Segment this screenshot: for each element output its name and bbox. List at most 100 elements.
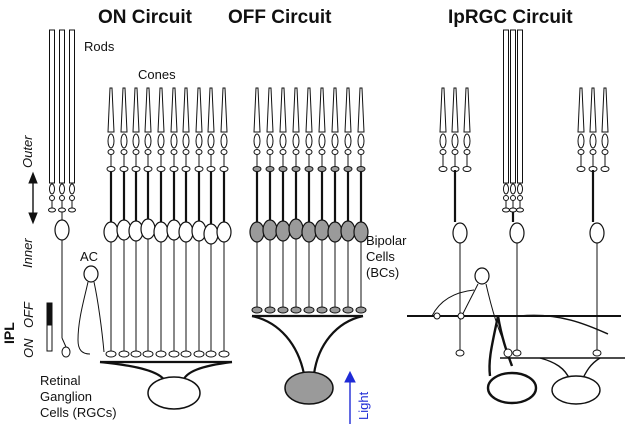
bipolar-terminal: [342, 306, 354, 314]
bipolar-terminal: [105, 350, 117, 358]
bipolar-soma: [275, 220, 291, 242]
rod-spherule: [516, 207, 524, 213]
cone-nucleus: [207, 149, 215, 155]
bipolar-terminal: [193, 350, 205, 358]
rod-inner-segment: [517, 183, 523, 195]
rod-nucleus: [503, 195, 509, 201]
iprgc-right-terminal: [592, 349, 602, 357]
rod-outer-segment: [503, 29, 509, 184]
cone-pedicle: [206, 166, 216, 172]
bipolar-soma: [249, 221, 265, 243]
bipolar-label-line3: (BCs): [366, 265, 400, 280]
bipolar-terminal: [264, 306, 276, 314]
light-label: Light: [356, 391, 371, 420]
cone-outer-segment: [182, 87, 190, 133]
cone-nucleus: [120, 149, 128, 155]
cone-outer-segment: [266, 87, 274, 133]
cone-outer-segment: [144, 87, 152, 133]
bipolar-terminal: [251, 306, 263, 314]
iprgc-synapse-3: [503, 348, 513, 358]
bipolar-soma: [153, 221, 169, 243]
cone-inner-segment: [439, 133, 447, 149]
title-off-circuit: OFF Circuit: [228, 7, 332, 28]
cone-inner-segment: [170, 133, 178, 149]
cone-inner-segment: [182, 133, 190, 149]
ipl-label: IPL: [1, 322, 17, 344]
cone-inner-segment: [253, 133, 261, 149]
rod-nucleus: [517, 195, 523, 201]
cone-nucleus: [331, 149, 339, 155]
cone-outer-segment: [132, 87, 140, 133]
cone-inner-segment: [220, 133, 228, 149]
bipolar-soma: [262, 219, 278, 241]
rod-inner-segment: [503, 183, 509, 195]
bipolar-terminal: [168, 350, 180, 358]
iprgc-left-bipolar: [452, 222, 468, 244]
cone-inner-segment: [318, 133, 326, 149]
bipolar-terminal: [218, 350, 230, 358]
rod-nucleus: [69, 195, 75, 201]
light-arrow-head: [344, 370, 356, 383]
bipolar-terminal: [142, 350, 154, 358]
cone-pedicle: [219, 166, 229, 172]
amacrine-soma: [83, 265, 99, 283]
rgc-label-line3: Cells (RGCs): [40, 405, 117, 420]
cone-pedicle: [330, 166, 340, 172]
bipolar-soma: [178, 221, 194, 243]
cone-inner-segment: [451, 133, 459, 149]
cone-inner-segment: [577, 133, 585, 149]
iprgc-right-bipolar: [589, 222, 605, 244]
rod-spherule: [509, 207, 517, 213]
bipolar-soma: [340, 220, 356, 242]
iprgc-left-terminal: [455, 349, 465, 357]
cone-nucleus: [132, 149, 140, 155]
cone-outer-segment: [318, 87, 326, 133]
cone-nucleus: [305, 149, 313, 155]
rod-spherule: [502, 207, 510, 213]
cone-inner-segment: [344, 133, 352, 149]
bipolar-soma: [140, 218, 156, 240]
cone-pedicle: [278, 166, 288, 172]
rod-spherule: [68, 207, 76, 213]
cone-outer-segment: [451, 87, 459, 133]
rod-bipolar-axon-end: [61, 337, 67, 348]
cone-inner-segment: [331, 133, 339, 149]
cone-nucleus: [589, 149, 597, 155]
cone-nucleus: [292, 149, 300, 155]
cone-inner-segment: [207, 133, 215, 149]
rod-outer-segment: [49, 29, 55, 184]
iprgc-center-terminal: [512, 349, 522, 357]
bipolar-soma: [301, 221, 317, 243]
cone-pedicle: [317, 166, 327, 172]
cone-pedicle: [143, 166, 153, 172]
iprgc-dendrite-2: [488, 315, 500, 377]
iprgc-curve-right: [519, 314, 609, 335]
rod-nucleus: [49, 195, 55, 201]
cone-inner-segment: [107, 133, 115, 149]
bipolar-soma: [288, 218, 304, 240]
cone-nucleus: [451, 149, 459, 155]
cone-nucleus: [157, 149, 165, 155]
cone-pedicle: [304, 166, 314, 172]
cone-pedicle: [265, 166, 275, 172]
bipolar-terminal: [290, 306, 302, 314]
cone-nucleus: [266, 149, 274, 155]
amacrine-process-2: [93, 281, 105, 353]
cone-pedicle: [119, 166, 129, 172]
cone-outer-segment: [120, 87, 128, 133]
cone-inner-segment: [132, 133, 140, 149]
cone-nucleus: [253, 149, 261, 155]
cone-outer-segment: [601, 87, 609, 133]
cone-nucleus: [577, 149, 585, 155]
cone-inner-segment: [266, 133, 274, 149]
bipolar-label-line1: Bipolar: [366, 233, 407, 248]
cone-nucleus: [144, 149, 152, 155]
bipolar-terminal: [355, 306, 367, 314]
bipolar-terminal: [316, 306, 328, 314]
rod-outer-segment: [517, 29, 523, 184]
bipolar-terminal: [303, 306, 315, 314]
cone-inner-segment: [292, 133, 300, 149]
cone-outer-segment: [357, 87, 365, 133]
bipolar-terminal: [155, 350, 167, 358]
